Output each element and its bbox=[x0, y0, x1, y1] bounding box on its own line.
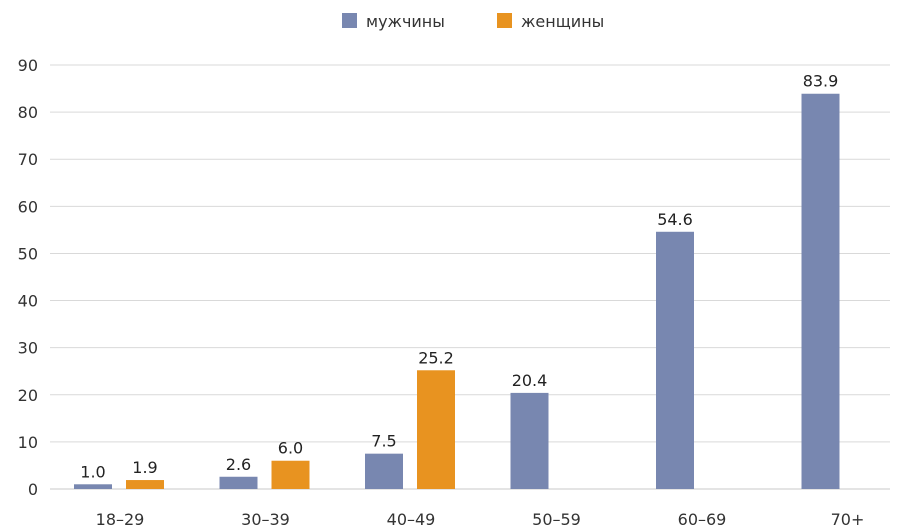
y-tick-label: 10 bbox=[18, 433, 38, 452]
y-tick-label: 80 bbox=[18, 103, 38, 122]
data-label: 1.0 bbox=[80, 462, 105, 481]
data-label: 83.9 bbox=[803, 72, 839, 91]
y-tick-label: 60 bbox=[18, 197, 38, 216]
bars bbox=[74, 93, 840, 490]
bar-men-1 bbox=[219, 476, 258, 489]
y-tick-label: 40 bbox=[18, 292, 38, 311]
data-label: 1.9 bbox=[132, 458, 157, 477]
bar-men-0 bbox=[74, 484, 112, 489]
legend-swatch bbox=[497, 13, 512, 28]
legend-label: женщины bbox=[521, 12, 604, 31]
y-axis: 0 10 20 30 40 50 60 70 80 90 bbox=[18, 56, 38, 499]
x-tick-label: 30–39 bbox=[241, 510, 290, 529]
legend-label: мужчины bbox=[366, 12, 445, 31]
y-tick-label: 20 bbox=[18, 386, 38, 405]
bar-women-0 bbox=[126, 480, 164, 489]
y-tick-label: 30 bbox=[18, 339, 38, 358]
bar-men-5 bbox=[801, 93, 840, 489]
x-axis: 18–29 30–39 40–49 50–59 60–69 70+ bbox=[96, 510, 865, 529]
bar-men-4 bbox=[656, 231, 694, 490]
data-label: 20.4 bbox=[512, 371, 548, 390]
x-tick-label: 50–59 bbox=[532, 510, 581, 529]
x-tick-label: 40–49 bbox=[387, 510, 436, 529]
y-tick-label: 90 bbox=[18, 56, 38, 75]
data-label: 2.6 bbox=[226, 455, 251, 474]
y-tick-label: 50 bbox=[18, 244, 38, 263]
bar-men-2 bbox=[365, 453, 403, 489]
x-tick-label: 60–69 bbox=[678, 510, 727, 529]
data-label: 54.6 bbox=[657, 210, 693, 229]
y-tick-label: 0 bbox=[28, 480, 38, 499]
legend-item-women: женщины bbox=[497, 12, 604, 31]
data-label: 6.0 bbox=[278, 439, 303, 458]
bar-women-2 bbox=[417, 370, 455, 489]
legend: мужчины женщины bbox=[342, 12, 604, 31]
y-tick-label: 70 bbox=[18, 150, 38, 169]
data-label: 7.5 bbox=[371, 432, 396, 451]
x-tick-label: 18–29 bbox=[96, 510, 145, 529]
legend-item-men: мужчины bbox=[342, 12, 445, 31]
data-label: 25.2 bbox=[418, 348, 454, 367]
data-labels: 1.0 1.9 2.6 6.0 7.5 25.2 20.4 54.6 83.9 bbox=[80, 72, 838, 482]
gridlines bbox=[50, 64, 890, 490]
bar-women-1 bbox=[271, 460, 310, 489]
bar-men-3 bbox=[510, 392, 549, 489]
legend-swatch bbox=[342, 13, 357, 28]
x-tick-label: 70+ bbox=[831, 510, 865, 529]
